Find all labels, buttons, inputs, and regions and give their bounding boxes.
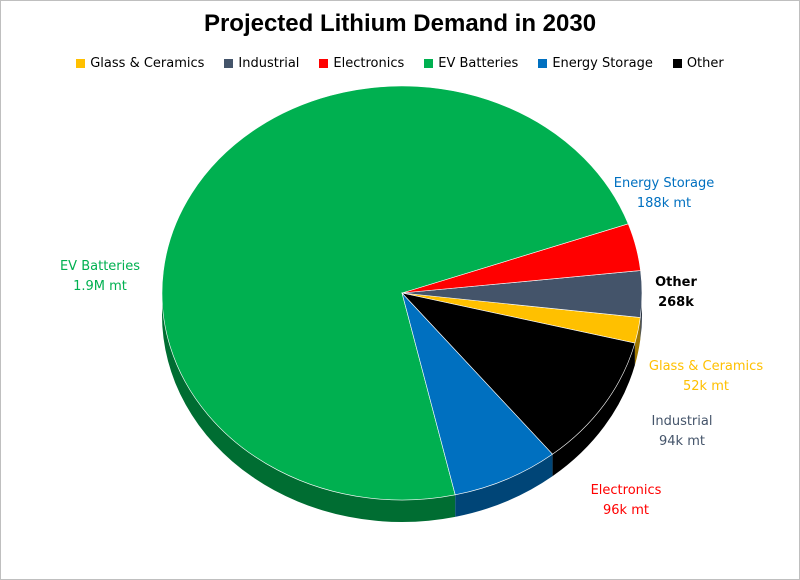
- legend-swatch-ev-batteries: [424, 59, 434, 68]
- data-label-glass-ceramics-name: Glass & Ceramics: [649, 359, 763, 374]
- chart-legend: Glass & Ceramics Industrial Electronics …: [0, 56, 800, 71]
- legend-label-ev-batteries: EV Batteries: [438, 56, 519, 71]
- legend-item-electronics: Electronics: [319, 56, 404, 71]
- data-label-other-name: Other: [655, 275, 697, 290]
- data-label-other-value: 268k: [658, 295, 694, 310]
- legend-label-electronics: Electronics: [333, 56, 405, 71]
- legend-label-industrial: Industrial: [238, 56, 300, 71]
- legend-item-other: Other: [672, 56, 724, 71]
- data-label-ev-batteries-name: EV Batteries: [60, 259, 140, 274]
- legend-label-glass-ceramics: Glass & Ceramics: [90, 56, 205, 71]
- legend-swatch-glass-ceramics: [76, 59, 86, 68]
- legend-swatch-electronics: [319, 59, 329, 68]
- data-label-electronics-value: 96k mt: [603, 503, 649, 518]
- data-label-electronics-name: Electronics: [591, 483, 662, 498]
- legend-label-energy-storage: Energy Storage: [552, 56, 653, 71]
- pie-slice-other: [401, 292, 636, 455]
- pie-side-industrial: [640, 293, 642, 340]
- data-label-energy-storage-name: Energy Storage: [614, 176, 715, 191]
- pie-side-energy-storage: [455, 454, 553, 517]
- pie-slice-energy-storage: [401, 292, 554, 496]
- data-label-glass-ceramics-value: 52k mt: [683, 379, 729, 394]
- pie-side-glass-ceramics: [634, 317, 641, 366]
- legend-swatch-other: [672, 59, 682, 68]
- legend-swatch-energy-storage: [538, 59, 548, 68]
- data-label-ev-batteries-value: 1.9M mt: [73, 279, 127, 294]
- legend-label-other: Other: [686, 56, 724, 71]
- chart-title: Projected Lithium Demand in 2030: [203, 10, 597, 37]
- legend-item-industrial: Industrial: [224, 56, 299, 71]
- pie-slice-ev-batteries: [161, 85, 629, 501]
- pie-slices: [161, 85, 643, 501]
- legend-item-glass-ceramics: Glass & Ceramics: [76, 56, 204, 71]
- legend-item-energy-storage: Energy Storage: [538, 56, 653, 71]
- data-label-industrial-name: Industrial: [652, 414, 713, 429]
- data-label-energy-storage-value: 188k mt: [637, 196, 691, 211]
- legend-swatch-industrial: [224, 59, 234, 68]
- pie-side-other: [552, 343, 635, 477]
- data-label-industrial-value: 94k mt: [659, 434, 705, 449]
- legend-item-ev-batteries: EV Batteries: [424, 56, 518, 71]
